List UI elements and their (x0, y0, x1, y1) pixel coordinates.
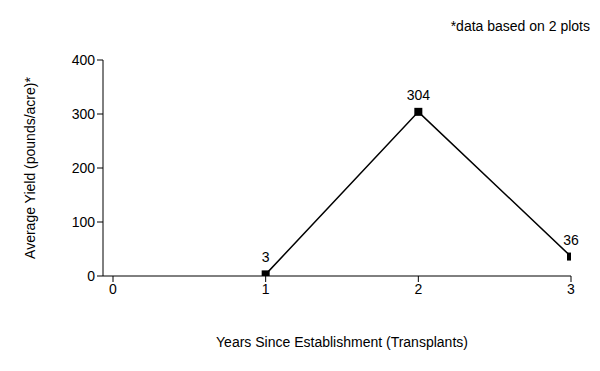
svg-text:0: 0 (87, 268, 95, 284)
html-text:*data based on 2 plots: *data based on 2 plots (450, 18, 590, 34)
svg-text:2: 2 (414, 281, 422, 297)
svg-text:304: 304 (407, 87, 431, 103)
html-text:Years Since Establishment (Tra: Years Since Establishment (Transplants) (216, 334, 468, 350)
html-text:Average Yield (pounds/acre)*: Average Yield (pounds/acre)* (22, 77, 38, 259)
svg-text:0: 0 (109, 281, 117, 297)
svg-text:36: 36 (563, 232, 579, 248)
svg-text:3: 3 (262, 249, 270, 265)
svg-text:100: 100 (72, 214, 96, 230)
svg-text:200: 200 (72, 160, 96, 176)
svg-text:400: 400 (72, 52, 96, 68)
svg-text:300: 300 (72, 106, 96, 122)
svg-text:3: 3 (567, 281, 575, 297)
svg-text:1: 1 (262, 281, 270, 297)
